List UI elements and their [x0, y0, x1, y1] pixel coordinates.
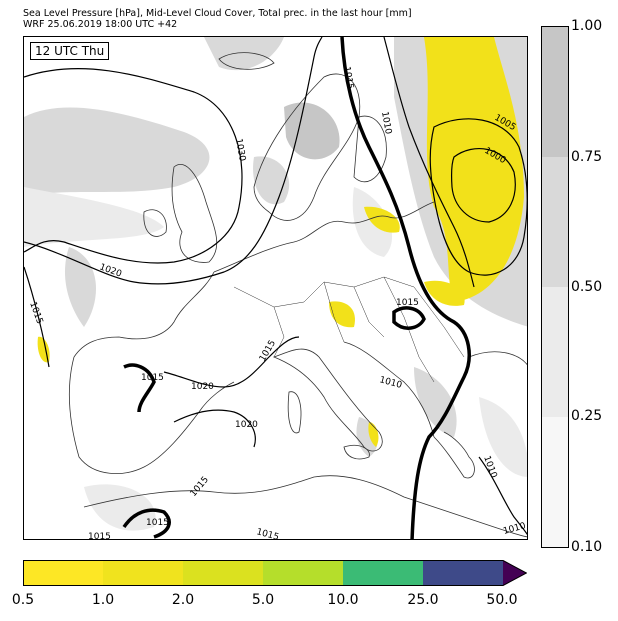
- isobar-1020-med: [173, 409, 256, 448]
- coast-biscay: [73, 271, 215, 358]
- coast-north-africa: [83, 475, 527, 538]
- border-lines: [233, 276, 465, 383]
- isobar-1015-africa: [122, 508, 171, 539]
- isobar-label-1020-spain: 1020: [191, 382, 214, 392]
- coast-iberia: [69, 356, 235, 474]
- isobar-label-1010-greece: 1010: [481, 455, 498, 480]
- cloud-label-010: 0.10: [571, 539, 603, 555]
- cloud-area-scandinavia: [284, 102, 340, 160]
- precip-segment-2: [183, 560, 263, 586]
- isobar-1015-east: [392, 306, 426, 330]
- precip-area-alps: [329, 301, 355, 328]
- cloud-area-turkey: [479, 397, 527, 477]
- coast-continent-north: [213, 201, 435, 273]
- cloud-area-atlantic-band: [24, 187, 164, 247]
- precip-segment-5: [423, 560, 503, 586]
- isobar-label-1015-ukraine: 1015: [396, 298, 419, 308]
- isobar-1020-spain: [163, 336, 300, 388]
- chart-title: Sea Level Pressure [hPa], Mid-Level Clou…: [23, 8, 412, 19]
- cloud-segment-010-025: [542, 417, 568, 547]
- precip-area-russia: [424, 37, 524, 302]
- precip-label-2: 2.0: [171, 592, 195, 608]
- isobar-label-1015-africa-c: 1015: [88, 532, 111, 540]
- precip-segment-4: [343, 560, 423, 586]
- precip-area-baltic: [364, 206, 400, 233]
- cloud-segment-075-100: [542, 27, 568, 157]
- isobar-layer: [24, 37, 527, 539]
- coast-britain: [171, 164, 218, 263]
- cloud-label-050: 0.50: [571, 279, 603, 295]
- coast-sicily: [343, 444, 370, 460]
- cloud-area-balkans: [414, 367, 457, 437]
- coast-greece: [433, 431, 475, 479]
- isobar-1000: [451, 148, 516, 223]
- cloud-label-075: 0.75: [571, 149, 603, 165]
- isobar-label-1010-italy: 1010: [378, 375, 403, 391]
- isobar-1015-atlantic: [24, 266, 50, 368]
- coast-finland: [353, 115, 387, 183]
- precip-area-ukraine: [424, 280, 465, 306]
- coast-italy: [272, 348, 383, 452]
- cloud-area-norway-coast: [253, 156, 290, 205]
- precipitation-layer: [37, 37, 524, 447]
- coast-norway-sweden: [253, 73, 361, 221]
- cloud-label-100: 1.00: [571, 18, 603, 34]
- isobar-label-1015-atlantic: 1015: [27, 301, 44, 326]
- precip-label-05: 0.5: [11, 592, 35, 608]
- coast-sardinia: [287, 391, 302, 434]
- isobar-label-1010-north: 1010: [379, 111, 393, 136]
- precip-label-50: 50.0: [486, 592, 518, 608]
- isobar-1015-thick: [340, 37, 471, 539]
- precip-label-1: 1.0: [91, 592, 115, 608]
- isobar-1005: [429, 118, 527, 276]
- isobar-1010: [383, 37, 475, 288]
- precip-segment-0: [23, 560, 103, 586]
- precip-segment-3: [263, 560, 343, 586]
- precip-label-10: 10.0: [327, 592, 359, 608]
- map-canvas: 1030 1020 1015 1015 1010 1005 1000 1015 …: [24, 37, 527, 540]
- cloud-label-025: 0.25: [571, 408, 603, 424]
- isobar-label-1010-east: 1010: [502, 521, 527, 537]
- cloud-area-iceland: [204, 37, 284, 71]
- cloud-area-atlantic-north: [24, 107, 210, 197]
- coast-black-sea: [468, 351, 527, 366]
- precipitation-colorbar: [23, 560, 527, 586]
- isobar-label-1015-north: 1015: [341, 66, 355, 90]
- cloud-area-iberia-west: [64, 247, 96, 327]
- precip-segment-1: [103, 560, 183, 586]
- coast-adriatic: [343, 341, 435, 438]
- cloud-cover-colorbar: [541, 26, 569, 548]
- isobar-label-1020-a: 1020: [98, 262, 123, 279]
- isobar-label-1015-africa-b: 1015: [146, 518, 169, 528]
- precip-label-25: 25.0: [407, 592, 439, 608]
- isobar-label-1020-med: 1020: [235, 420, 258, 430]
- precip-label-5: 5.0: [251, 592, 275, 608]
- forecast-time-badge: 12 UTC Thu: [30, 42, 110, 60]
- model-run-subtitle: WRF 25.06.2019 18:00 UTC +42: [23, 19, 178, 30]
- isobar-1010-east: [478, 456, 527, 535]
- precip-extend-arrow: [503, 560, 527, 586]
- cloud-segment-025-050: [542, 287, 568, 417]
- coast-ireland: [143, 209, 167, 237]
- coast-iceland: [218, 52, 275, 70]
- weather-map: 1030 1020 1015 1015 1010 1005 1000 1015 …: [23, 36, 528, 540]
- cloud-area-south-iberia: [84, 484, 156, 531]
- precip-area-calabria: [368, 422, 379, 447]
- isobar-label-1015-spain: 1015: [141, 373, 164, 383]
- isobar-1015-spain: [123, 363, 156, 413]
- precip-bar-outline: [23, 560, 527, 586]
- isobar-1030: [24, 68, 243, 264]
- isobar-label-1015-libya: 1015: [255, 527, 280, 540]
- cloud-segment-050-075: [542, 157, 568, 287]
- isobar-label-1030: 1030: [233, 138, 247, 163]
- isobar-label-1015-africa-a: 1015: [189, 475, 211, 499]
- isobar-1020-north: [24, 37, 323, 285]
